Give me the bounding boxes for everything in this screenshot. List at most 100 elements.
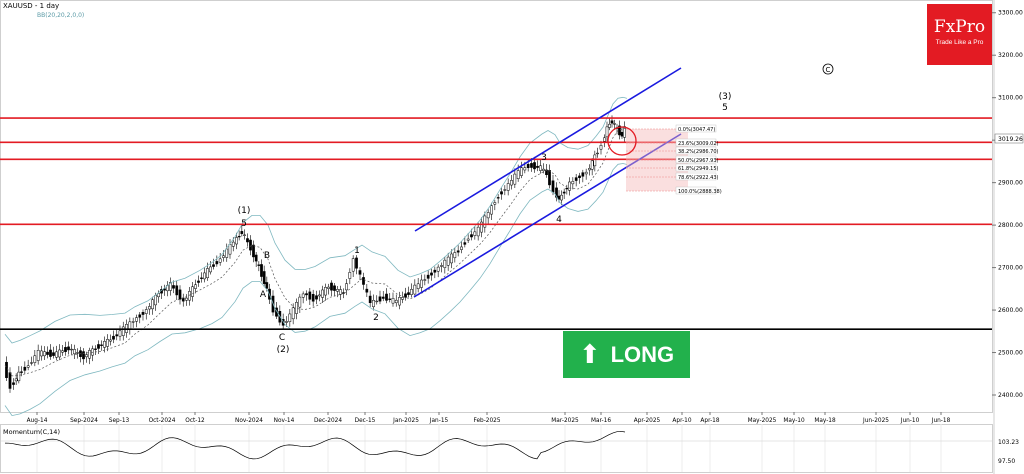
candle-up [121,326,125,336]
candle-up [339,289,342,295]
candle-down [252,244,255,258]
candle-up [148,306,151,310]
y-tick-label: 3200.00 [998,52,1023,59]
candle-down [365,288,369,293]
candle-down [533,162,536,170]
candle-down [358,270,362,275]
y-tick-label: 3300.00 [998,10,1023,17]
y-tick-label: 2600.00 [998,307,1023,314]
wave-label: 1 [354,246,360,256]
x-tick-label: May-18 [814,418,836,424]
x-tick-label: Nov-2024 [235,418,263,424]
candle-up [460,246,463,250]
candle-down [315,295,318,300]
x-tick-label: Apr-2025 [634,418,661,424]
y-tick-label: 2700.00 [998,265,1023,272]
bollinger-lower-band [4,163,628,417]
candle-down [330,282,333,291]
candle-down [581,172,585,177]
candle-up [26,365,30,368]
candle-down [430,272,433,276]
long-signal-badge: ⬆ LONG [563,331,690,378]
candle-down [463,242,467,245]
wave-label: (2) [277,345,290,355]
candle-up [493,202,497,205]
x-tick-label: Aug-14 [27,418,48,424]
candle-up [351,258,355,272]
candle-up [503,189,507,191]
candle-up [375,300,379,303]
candle-down [5,361,8,378]
candle-up [513,173,517,185]
x-tick-label: Oct-2024 [149,418,176,424]
candle-up [318,294,321,297]
fib-level-label: 38.2%(2986.70) [678,149,719,155]
momentum-level-label: 103.23 [998,439,1019,446]
x-tick-label: Sep-2024 [70,418,98,424]
candle-up [603,137,606,142]
x-tick-label: May-2025 [748,418,777,424]
candle-up [398,297,401,306]
candle-down [257,264,261,266]
candle-up [103,341,106,348]
candle-down [112,335,115,340]
candle-down [620,132,624,137]
candle-down [342,292,345,294]
candle-down [175,285,179,296]
candle-up [446,256,450,266]
x-tick-label: Apr-18 [700,418,719,424]
candle-down [240,231,244,234]
candle-up [568,181,571,191]
candle-up [58,349,61,358]
candle-up [33,355,37,363]
wave-label: 2 [373,313,379,323]
candle-down [249,239,252,251]
candle-up [295,302,298,314]
candle-up [17,371,21,382]
candle-down [260,264,263,277]
fib-label-box [675,124,717,133]
fib-label-box [675,172,717,181]
candle-up [483,215,487,228]
candle-up [128,321,132,330]
candle-up [36,349,40,361]
candle-down [20,371,23,373]
candle-up [151,299,154,310]
x-tick-label: Dec-2024 [314,418,342,424]
candle-up [490,205,493,215]
candle-down [49,349,52,357]
x-tick-label: Apr-10 [672,418,691,424]
candle-up [608,123,611,128]
candle-down [46,351,49,355]
fib-label-box [675,155,717,164]
momentum-panel-frame [0,424,993,473]
fib-label-box [675,163,717,172]
momentum-line [4,430,626,460]
brand-name: FxPro [933,17,986,37]
fxpro-logo: FxPro Trade Like a Pro [927,4,992,65]
candle-up [596,152,599,155]
x-tick-label: Jun-18 [931,418,951,424]
candle-up [61,350,64,353]
candle-up [321,289,324,298]
wave-label: (3) [719,92,732,102]
candle-down [254,254,258,262]
moving-average-line [4,128,627,377]
candle-up [593,154,597,167]
candle-up [391,298,395,304]
candle-up [291,307,295,320]
candle-down [496,197,500,199]
candle-up [70,348,73,351]
candle-down [530,163,533,168]
fib-label-box [675,186,717,195]
wave-label: 5 [722,103,728,113]
wave-label: C [279,333,285,343]
wave-label: B [264,251,270,261]
wave-label: 4 [556,215,562,225]
candle-up [188,291,191,301]
x-tick-label: Mar-16 [591,418,611,424]
fib-level-label: 61.8%(2949.15) [678,166,719,172]
candle-down [388,298,392,300]
candle-up [372,299,375,308]
